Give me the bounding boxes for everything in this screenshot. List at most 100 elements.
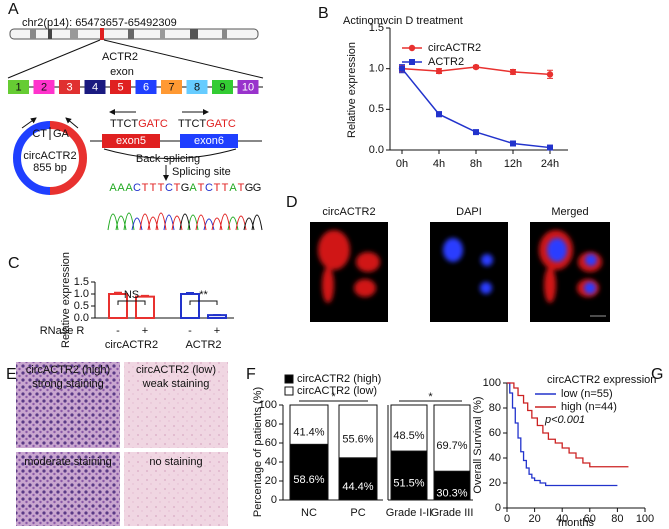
panel-label: G [651,366,663,383]
junction-right: GA [53,128,70,140]
base: C [205,182,213,194]
bar-segment [390,450,428,501]
chromatogram [107,212,263,231]
marker [510,140,516,147]
error-bar [114,291,122,294]
circ-name: circACTR2 [23,150,76,162]
legend-swatch [284,386,294,396]
seq-black: TTCT [110,118,138,130]
survival-curve [507,382,629,468]
x-tick-label: 4h [433,158,445,170]
exon-number: 4 [92,81,98,93]
legend-title: circACTR2 expression [547,374,656,386]
channel-label: DAPI [456,206,482,218]
base: T [214,182,221,194]
seq-red: GATC [138,118,168,130]
ihc-label: no staining [149,456,202,468]
survival-curve [507,382,618,487]
y-tick-label: 0.0 [369,144,384,156]
panel-label: C [8,255,20,272]
exon-box [84,80,106,94]
legend-label: low (n=55) [561,388,613,400]
y-tick-label: 40 [265,456,277,468]
marker [473,129,479,136]
x-tick-label: Grade I-II [386,507,432,519]
y-tick-label: 0.5 [74,300,89,312]
circ-rna [13,117,87,195]
treatment-sign: + [214,325,220,337]
x-tick-label: 12h [504,158,522,170]
exon-box [212,80,233,94]
legend-label: high (n=44) [561,401,617,413]
exon-box [110,80,131,94]
ihc-label: weak staining [142,378,210,390]
legend-label: circACTR2 (low) [297,385,377,397]
exon-box [237,80,259,94]
ihc-label: strong staining [32,378,104,390]
base: A [125,182,133,194]
base: C [133,182,141,194]
value-label: 55.6% [342,433,373,445]
y-tick-label: 1.5 [74,276,89,288]
splicing-site: Splicing site [172,166,231,178]
panel-label: D [286,194,298,211]
x-tick-label: 24h [541,158,559,170]
exon-number: 8 [194,81,200,93]
y-tick-label: 100 [483,377,501,389]
value-label: 58.6% [293,474,324,486]
zoom-line [103,39,264,79]
treatment-sign: + [142,325,148,337]
bracket [117,300,146,305]
series-line [401,68,551,149]
value-label: 48.5% [393,430,424,442]
bracket [189,300,218,305]
group-label: ACTR2 [185,339,221,351]
base: G [245,182,254,194]
bar-segment [433,470,471,501]
y-axis-label: Relative expression [60,252,72,348]
legend-label: ACTR2 [428,56,464,68]
value-label: 51.5% [393,477,424,489]
y-tick-label: 1.0 [74,288,89,300]
bar-segment [338,404,378,459]
legend-marker [408,44,416,52]
y-axis-label: Overall Survival (%) [472,396,484,493]
panel-label: F [246,366,256,383]
legend-label: circACTR2 [428,42,481,54]
base: G [181,182,190,194]
value-label: 30.3% [436,488,467,500]
exon-number: 10 [242,81,254,93]
base: T [158,182,165,194]
bar [180,293,200,319]
p-value: p<0.001 [544,414,585,426]
legend-marker [409,59,415,65]
y-tick-label: 80 [265,418,277,430]
base: T [142,182,149,194]
locus: chr2(p14): 65473657-65492309 [22,17,177,29]
base: G [253,182,262,194]
treatment-label: RNase R [40,325,85,337]
exon-box [102,134,160,148]
x-tick-label: 60 [584,513,596,525]
y-axis-label: Relative expression [346,42,358,138]
zoom-line [7,39,101,79]
channel-label: circACTR2 [322,206,375,218]
y-tick-label: 1.5 [369,22,384,34]
significance: NS [124,289,139,301]
treatment-sign: - [188,325,192,337]
bar-segment [390,404,428,452]
exon-box [135,80,157,94]
y-tick-label: 20 [265,475,277,487]
y-tick-label: 60 [265,437,277,449]
circ-length: 855 bp [33,162,67,174]
x-tick-label: PC [350,507,365,519]
group-label: circACTR2 [105,339,158,351]
legend-swatch [284,374,294,384]
base: T [150,182,157,194]
junction-seq: TTCTGATC [178,118,236,130]
y-tick-label: 20 [489,477,501,489]
x-tick-label: 8h [470,158,482,170]
x-tick-label: 40 [556,513,568,525]
junction-seq: TTCTGATC [110,118,168,130]
y-axis-label: Percentage of patients (%) [252,387,264,517]
